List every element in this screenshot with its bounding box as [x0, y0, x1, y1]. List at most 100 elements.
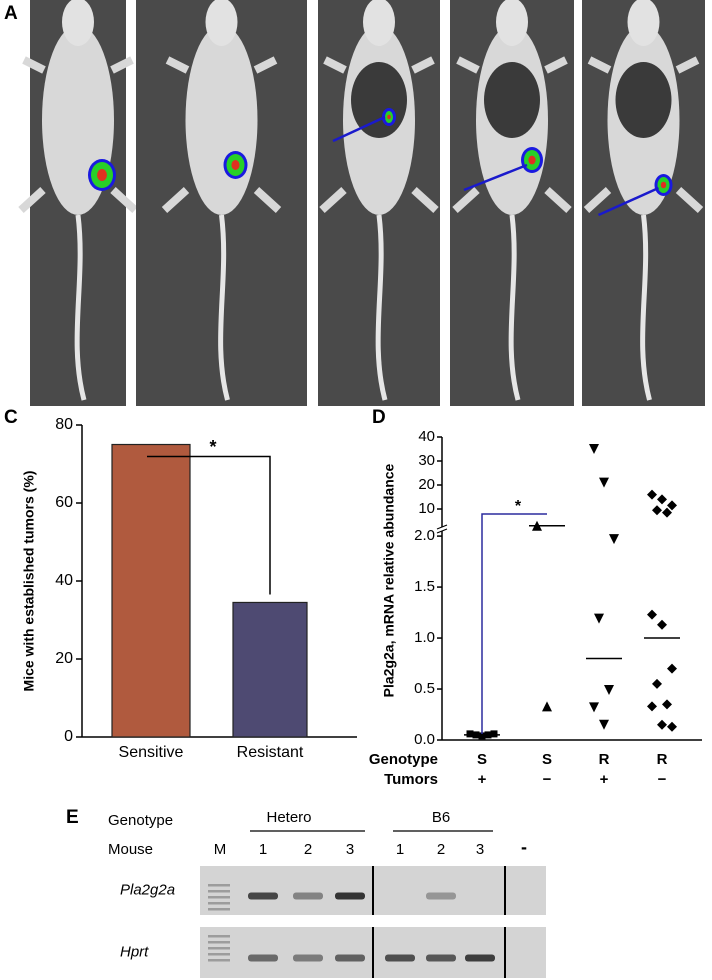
y-tick-label: 0.0: [414, 731, 435, 748]
ladder-band: [208, 941, 230, 944]
point: [594, 613, 604, 624]
y-tick-label: 40: [418, 428, 435, 445]
annotation: *: [515, 498, 522, 515]
gel-band: [293, 892, 323, 900]
y-tick-label: 20: [418, 476, 435, 493]
y-tick-label: 0: [64, 728, 73, 745]
mouse-tail: [218, 214, 230, 401]
organs: [351, 62, 407, 138]
gel-band: [248, 954, 278, 962]
lane-label: 1: [396, 841, 404, 858]
point: [647, 701, 657, 712]
point: [647, 489, 657, 500]
y-tick-label: 1.5: [414, 578, 435, 595]
point: [667, 500, 677, 511]
ladder-band: [208, 896, 230, 899]
gel-band: [465, 954, 495, 962]
point: [667, 663, 677, 674]
mouse-head: [496, 0, 528, 46]
signal: [528, 155, 536, 165]
gel-band: [248, 892, 278, 900]
signal: [387, 114, 391, 120]
arrow: [463, 163, 528, 192]
x-tick-label: R: [657, 751, 668, 768]
ladder-band: [208, 908, 230, 911]
mouse-tail: [375, 214, 388, 401]
point: [599, 477, 609, 488]
x-tick-label: +: [600, 771, 609, 788]
x-tick-label: S: [542, 751, 552, 768]
bar-chart: 0 20 40 60 80 Mice with established tumors (%…: [21, 416, 357, 761]
signal: [660, 181, 667, 189]
mouse-tail: [640, 214, 652, 401]
mouse-tail: [508, 214, 521, 401]
point: [652, 678, 662, 689]
mouse-legs: [161, 56, 282, 213]
point: [662, 507, 672, 518]
gel-band: [426, 954, 456, 962]
y-tick-label: 10: [418, 500, 435, 517]
bar: [111, 443, 191, 738]
group-label: B6: [432, 809, 450, 826]
mouse-body: [185, 25, 258, 215]
row-label: Mouse: [108, 841, 153, 858]
ladder-band: [208, 890, 230, 893]
gel-band: [293, 954, 323, 962]
y-axis-title: Pla2g2a, mRNA relative abundance: [381, 463, 397, 697]
mouse-head: [363, 0, 395, 46]
point: [647, 609, 657, 620]
bar: [232, 601, 308, 738]
y-tick-label: 20: [55, 650, 73, 667]
x-tick-label: Sensitive: [119, 744, 184, 761]
lane-label: 1: [259, 841, 267, 858]
ladder-band: [208, 935, 230, 938]
point: [589, 702, 599, 713]
point: [657, 619, 667, 630]
mouse-head: [627, 0, 660, 46]
lane-label: 2: [437, 841, 445, 858]
point: [662, 699, 672, 710]
signal: [97, 168, 107, 182]
mouse-legs: [18, 56, 138, 213]
significance-bracket: [481, 513, 547, 734]
axis-break: [436, 528, 448, 534]
lane-label: M: [214, 841, 227, 858]
y-axis-title: Mice with established tumors (%): [21, 471, 37, 692]
gel-band: [426, 892, 456, 900]
significance-bracket: [147, 455, 271, 595]
point: [466, 730, 474, 738]
x-tick-label: S: [477, 751, 487, 768]
lane-label: 3: [346, 841, 354, 858]
panel-label: A: [4, 3, 18, 24]
row-label: Genotype: [369, 751, 438, 768]
scatter-chart: 0.0 0.5 1.0 1.5 2.0 10 20 30 40 Pla2g2a, mRNA rel…: [369, 428, 702, 788]
ladder-band: [208, 884, 230, 887]
mouse-legs: [583, 56, 704, 213]
point: [542, 701, 552, 712]
point: [490, 730, 498, 738]
mouse-legs: [452, 56, 572, 213]
panel-label: D: [372, 407, 386, 428]
ladder-band: [208, 959, 230, 962]
axis-break: [436, 524, 448, 530]
arrow: [597, 186, 660, 217]
y-tick-label: 1.0: [414, 629, 435, 646]
y-tick-label: 30: [418, 452, 435, 469]
point: [667, 721, 677, 732]
gene-label: Pla2g2a: [120, 881, 175, 898]
point: [599, 719, 609, 730]
y-tick-label: 60: [55, 494, 73, 511]
y-tick-label: 80: [55, 416, 73, 433]
point: [478, 732, 486, 740]
x-tick-label: R: [599, 751, 610, 768]
x-tick-label: −: [543, 771, 552, 788]
mouse-legs: [319, 56, 439, 213]
lane-label: -: [521, 837, 527, 857]
lane-label: 2: [304, 841, 312, 858]
point: [604, 685, 614, 696]
gel-band: [385, 954, 415, 962]
point: [609, 534, 619, 545]
photos: [18, 0, 705, 406]
ladder-band: [208, 953, 230, 956]
